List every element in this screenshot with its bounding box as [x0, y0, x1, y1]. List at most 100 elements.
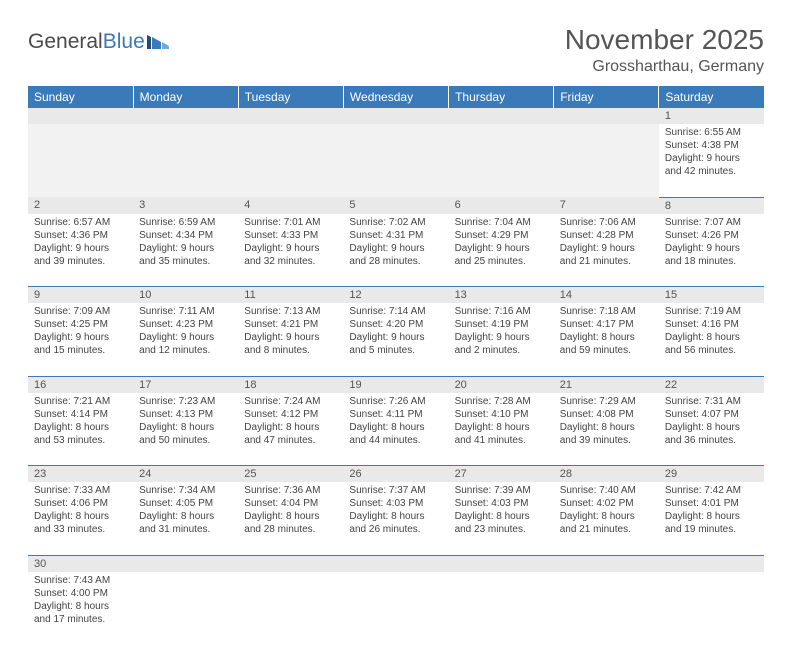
day-number: 20 [449, 376, 554, 393]
day-cell: Sunrise: 7:40 AMSunset: 4:02 PMDaylight:… [554, 482, 659, 555]
day-details: Sunrise: 7:18 AMSunset: 4:17 PMDaylight:… [554, 303, 659, 361]
empty-cell [659, 572, 764, 645]
day-details: Sunrise: 7:24 AMSunset: 4:12 PMDaylight:… [238, 393, 343, 451]
sunset-text: Sunset: 4:33 PM [244, 229, 337, 242]
day-header: Sunday [28, 86, 133, 108]
sunrise-text: Sunrise: 7:23 AM [139, 395, 232, 408]
day-number: 7 [554, 197, 659, 214]
day-details: Sunrise: 7:42 AMSunset: 4:01 PMDaylight:… [659, 482, 764, 540]
empty-daynum [449, 555, 554, 572]
day-number: 24 [133, 466, 238, 483]
day-cell: Sunrise: 6:59 AMSunset: 4:34 PMDaylight:… [133, 214, 238, 287]
day-number: 15 [659, 287, 764, 304]
daylight-text: Daylight: 8 hours and 47 minutes. [244, 421, 337, 447]
brand-part2: Blue [103, 30, 145, 54]
empty-daynum [238, 555, 343, 572]
daylight-text: Daylight: 8 hours and 26 minutes. [349, 510, 442, 536]
daylight-text: Daylight: 9 hours and 39 minutes. [34, 242, 127, 268]
sunset-text: Sunset: 4:12 PM [244, 408, 337, 421]
daynum-row: 2345678 [28, 197, 764, 214]
empty-cell [133, 124, 238, 197]
day-header: Monday [133, 86, 238, 108]
day-number: 6 [449, 197, 554, 214]
sunset-text: Sunset: 4:06 PM [34, 497, 127, 510]
sunset-text: Sunset: 4:25 PM [34, 318, 127, 331]
day-cell: Sunrise: 7:16 AMSunset: 4:19 PMDaylight:… [449, 303, 554, 376]
day-details: Sunrise: 7:21 AMSunset: 4:14 PMDaylight:… [28, 393, 133, 451]
day-cell: Sunrise: 7:01 AMSunset: 4:33 PMDaylight:… [238, 214, 343, 287]
day-number: 18 [238, 376, 343, 393]
calendar-table: Sunday Monday Tuesday Wednesday Thursday… [28, 86, 764, 645]
day-details: Sunrise: 7:31 AMSunset: 4:07 PMDaylight:… [659, 393, 764, 451]
daylight-text: Daylight: 8 hours and 41 minutes. [455, 421, 548, 447]
daylight-text: Daylight: 8 hours and 23 minutes. [455, 510, 548, 536]
day-cell: Sunrise: 7:34 AMSunset: 4:05 PMDaylight:… [133, 482, 238, 555]
empty-daynum [449, 108, 554, 124]
day-details: Sunrise: 6:55 AMSunset: 4:38 PMDaylight:… [659, 124, 764, 182]
day-header: Friday [554, 86, 659, 108]
day-header: Wednesday [343, 86, 448, 108]
day-details: Sunrise: 7:19 AMSunset: 4:16 PMDaylight:… [659, 303, 764, 361]
daylight-text: Daylight: 8 hours and 31 minutes. [139, 510, 232, 536]
daylight-text: Daylight: 8 hours and 36 minutes. [665, 421, 758, 447]
day-number: 27 [449, 466, 554, 483]
sunset-text: Sunset: 4:17 PM [560, 318, 653, 331]
day-cell: Sunrise: 7:21 AMSunset: 4:14 PMDaylight:… [28, 393, 133, 466]
day-number: 16 [28, 376, 133, 393]
day-number: 13 [449, 287, 554, 304]
content-row: Sunrise: 7:33 AMSunset: 4:06 PMDaylight:… [28, 482, 764, 555]
empty-cell [449, 572, 554, 645]
sunset-text: Sunset: 4:04 PM [244, 497, 337, 510]
day-details: Sunrise: 7:33 AMSunset: 4:06 PMDaylight:… [28, 482, 133, 540]
empty-cell [133, 572, 238, 645]
day-cell: Sunrise: 7:29 AMSunset: 4:08 PMDaylight:… [554, 393, 659, 466]
day-number: 1 [659, 108, 764, 124]
content-row: Sunrise: 7:09 AMSunset: 4:25 PMDaylight:… [28, 303, 764, 376]
daylight-text: Daylight: 9 hours and 32 minutes. [244, 242, 337, 268]
sunrise-text: Sunrise: 7:29 AM [560, 395, 653, 408]
day-number: 11 [238, 287, 343, 304]
day-header-row: Sunday Monday Tuesday Wednesday Thursday… [28, 86, 764, 108]
sunrise-text: Sunrise: 6:55 AM [665, 126, 758, 139]
day-number: 19 [343, 376, 448, 393]
daylight-text: Daylight: 9 hours and 2 minutes. [455, 331, 548, 357]
day-details: Sunrise: 7:13 AMSunset: 4:21 PMDaylight:… [238, 303, 343, 361]
day-number: 14 [554, 287, 659, 304]
day-details: Sunrise: 7:11 AMSunset: 4:23 PMDaylight:… [133, 303, 238, 361]
day-cell: Sunrise: 7:37 AMSunset: 4:03 PMDaylight:… [343, 482, 448, 555]
day-details: Sunrise: 7:36 AMSunset: 4:04 PMDaylight:… [238, 482, 343, 540]
daylight-text: Daylight: 9 hours and 42 minutes. [665, 152, 758, 178]
daylight-text: Daylight: 9 hours and 18 minutes. [665, 242, 758, 268]
day-details: Sunrise: 7:34 AMSunset: 4:05 PMDaylight:… [133, 482, 238, 540]
day-details: Sunrise: 7:37 AMSunset: 4:03 PMDaylight:… [343, 482, 448, 540]
location-label: Grossharthau, Germany [565, 58, 764, 76]
daylight-text: Daylight: 9 hours and 25 minutes. [455, 242, 548, 268]
sunset-text: Sunset: 4:05 PM [139, 497, 232, 510]
daylight-text: Daylight: 8 hours and 39 minutes. [560, 421, 653, 447]
daylight-text: Daylight: 8 hours and 56 minutes. [665, 331, 758, 357]
day-number: 21 [554, 376, 659, 393]
day-cell: Sunrise: 7:39 AMSunset: 4:03 PMDaylight:… [449, 482, 554, 555]
day-number: 9 [28, 287, 133, 304]
day-number: 28 [554, 466, 659, 483]
day-details: Sunrise: 6:59 AMSunset: 4:34 PMDaylight:… [133, 214, 238, 272]
calendar-page: GeneralBlue November 2025 Grossharthau, … [0, 0, 792, 655]
sunrise-text: Sunrise: 7:31 AM [665, 395, 758, 408]
sunrise-text: Sunrise: 7:36 AM [244, 484, 337, 497]
daynum-row: 16171819202122 [28, 376, 764, 393]
sunrise-text: Sunrise: 7:19 AM [665, 305, 758, 318]
day-cell: Sunrise: 7:36 AMSunset: 4:04 PMDaylight:… [238, 482, 343, 555]
day-cell: Sunrise: 6:57 AMSunset: 4:36 PMDaylight:… [28, 214, 133, 287]
sunset-text: Sunset: 4:31 PM [349, 229, 442, 242]
empty-daynum [343, 555, 448, 572]
day-number: 2 [28, 197, 133, 214]
empty-cell [554, 572, 659, 645]
sunrise-text: Sunrise: 7:37 AM [349, 484, 442, 497]
empty-cell [343, 572, 448, 645]
daylight-text: Daylight: 9 hours and 28 minutes. [349, 242, 442, 268]
day-details: Sunrise: 7:43 AMSunset: 4:00 PMDaylight:… [28, 572, 133, 630]
sunset-text: Sunset: 4:16 PM [665, 318, 758, 331]
sunset-text: Sunset: 4:36 PM [34, 229, 127, 242]
sunrise-text: Sunrise: 7:13 AM [244, 305, 337, 318]
day-details: Sunrise: 6:57 AMSunset: 4:36 PMDaylight:… [28, 214, 133, 272]
